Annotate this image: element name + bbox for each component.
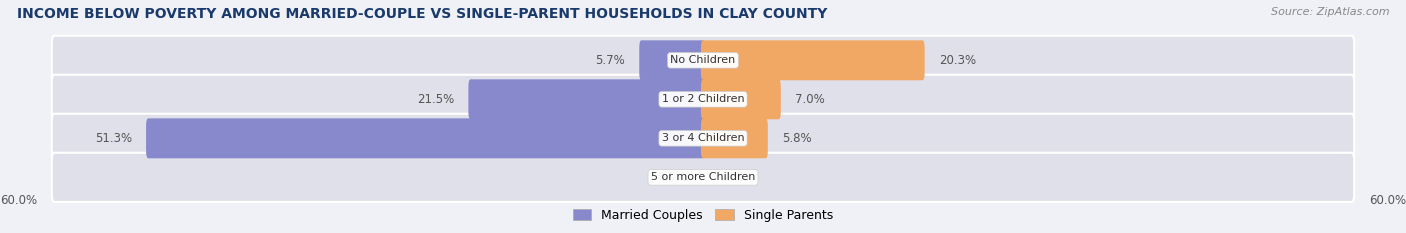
- FancyBboxPatch shape: [702, 79, 780, 119]
- FancyBboxPatch shape: [52, 75, 1354, 124]
- Text: 1 or 2 Children: 1 or 2 Children: [662, 94, 744, 104]
- FancyBboxPatch shape: [702, 118, 768, 158]
- Text: 60.0%: 60.0%: [1369, 194, 1406, 207]
- Text: 20.3%: 20.3%: [939, 54, 976, 67]
- Text: 3 or 4 Children: 3 or 4 Children: [662, 133, 744, 143]
- Text: No Children: No Children: [671, 55, 735, 65]
- Text: 5.8%: 5.8%: [782, 132, 811, 145]
- FancyBboxPatch shape: [52, 153, 1354, 202]
- Text: INCOME BELOW POVERTY AMONG MARRIED-COUPLE VS SINGLE-PARENT HOUSEHOLDS IN CLAY CO: INCOME BELOW POVERTY AMONG MARRIED-COUPL…: [17, 7, 827, 21]
- Text: 21.5%: 21.5%: [418, 93, 454, 106]
- Text: 0.0%: 0.0%: [720, 171, 749, 184]
- FancyBboxPatch shape: [52, 36, 1354, 85]
- Text: 5.7%: 5.7%: [595, 54, 626, 67]
- FancyBboxPatch shape: [52, 114, 1354, 163]
- Text: 60.0%: 60.0%: [0, 194, 37, 207]
- Text: Source: ZipAtlas.com: Source: ZipAtlas.com: [1271, 7, 1389, 17]
- FancyBboxPatch shape: [468, 79, 704, 119]
- Text: 5 or more Children: 5 or more Children: [651, 172, 755, 182]
- Text: 0.0%: 0.0%: [657, 171, 686, 184]
- FancyBboxPatch shape: [640, 40, 704, 80]
- Legend: Married Couples, Single Parents: Married Couples, Single Parents: [568, 204, 838, 227]
- FancyBboxPatch shape: [146, 118, 704, 158]
- FancyBboxPatch shape: [702, 40, 925, 80]
- Text: 7.0%: 7.0%: [794, 93, 825, 106]
- Text: 51.3%: 51.3%: [94, 132, 132, 145]
